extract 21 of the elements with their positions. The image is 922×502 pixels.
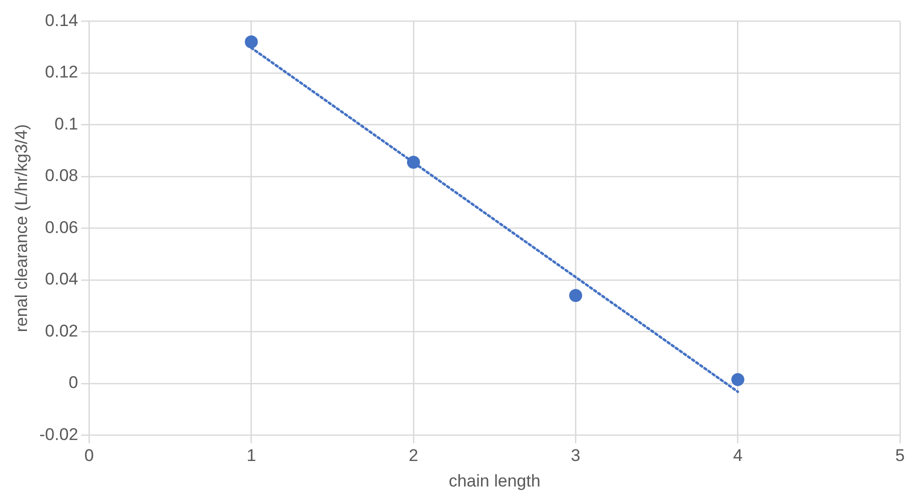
- point: [406, 156, 420, 169]
- y-tick-label: 0.02: [45, 321, 78, 340]
- point: [731, 373, 744, 386]
- point: [569, 288, 582, 302]
- point: [244, 35, 258, 48]
- y-tick-label: 0: [68, 373, 78, 392]
- y-tick-label: 0.08: [45, 166, 78, 186]
- y-tick-label: 0.14: [45, 10, 78, 30]
- x-tick-label: 4: [733, 446, 743, 466]
- y-tick-label: -0.02: [39, 424, 78, 444]
- x-tick-label: 1: [246, 446, 256, 466]
- y-tick-label: 0.12: [45, 62, 78, 82]
- y-tick-label: 0.06: [45, 218, 78, 237]
- y-tick-label: 0.1: [54, 114, 78, 134]
- y-axis-title: renal clearance (L/hr/kg3/4): [12, 124, 31, 332]
- x-tick-label: 2: [408, 446, 418, 466]
- x-tick-label: 0: [84, 446, 94, 466]
- x-axis-title: chain length: [448, 471, 540, 490]
- y-tick-label: 0.04: [45, 270, 78, 289]
- x-tick-label: 3: [570, 446, 580, 466]
- x-tick-label: 5: [895, 446, 905, 466]
